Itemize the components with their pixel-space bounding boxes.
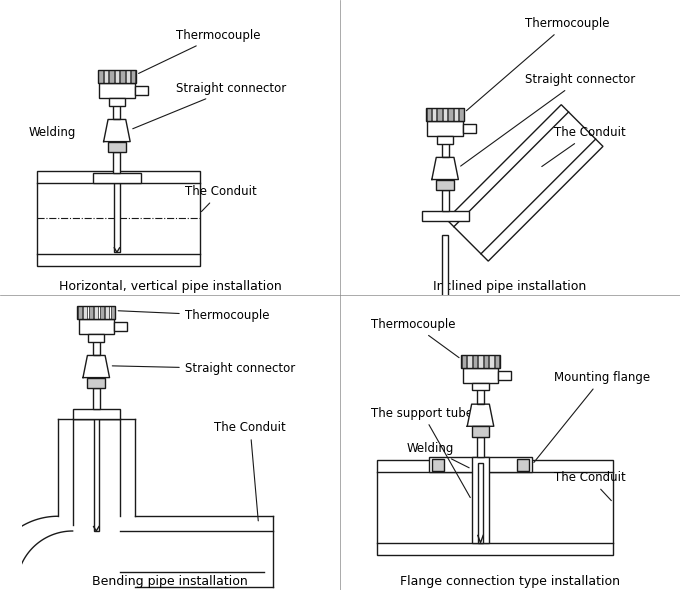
Text: The support tube: The support tube — [371, 407, 473, 497]
Text: Mounting flange: Mounting flange — [534, 371, 650, 463]
Bar — [114, 322, 127, 332]
Bar — [120, 70, 124, 84]
Bar — [77, 306, 116, 320]
Bar — [443, 108, 447, 122]
Bar — [114, 152, 120, 172]
Text: The Conduit: The Conduit — [185, 185, 256, 212]
Bar — [473, 355, 477, 368]
Text: Thermocouple: Thermocouple — [371, 318, 459, 358]
Bar — [98, 70, 136, 84]
Bar — [437, 179, 454, 190]
Bar — [422, 211, 469, 221]
Bar — [90, 334, 103, 341]
Bar — [111, 306, 115, 320]
Text: Thermocouple: Thermocouple — [139, 29, 260, 73]
Bar — [135, 87, 148, 96]
Bar — [467, 355, 472, 368]
Text: Bending pipe installation: Bending pipe installation — [92, 575, 248, 588]
Bar — [473, 383, 489, 391]
Bar — [94, 419, 99, 531]
Bar — [109, 70, 114, 84]
Bar — [477, 389, 484, 404]
Bar — [105, 306, 109, 320]
Bar — [110, 99, 123, 105]
Bar — [83, 306, 88, 320]
Bar — [472, 426, 490, 437]
Bar — [109, 99, 125, 106]
Polygon shape — [83, 355, 109, 378]
Bar — [78, 306, 82, 320]
Text: Welding: Welding — [407, 442, 469, 468]
Bar — [79, 320, 114, 334]
Bar — [377, 460, 613, 555]
Bar — [115, 70, 119, 84]
Bar — [454, 108, 458, 122]
Text: Thermocouple: Thermocouple — [118, 309, 269, 322]
Polygon shape — [467, 404, 494, 426]
Bar — [426, 108, 431, 122]
Bar — [37, 171, 199, 266]
Bar — [474, 383, 487, 389]
Bar — [126, 70, 130, 84]
Bar — [429, 457, 532, 472]
Text: Horizontal, vertical pipe installation: Horizontal, vertical pipe installation — [58, 280, 282, 293]
Text: Welding: Welding — [29, 126, 75, 139]
Bar — [460, 108, 464, 122]
Bar — [495, 355, 499, 368]
Bar — [441, 143, 449, 158]
Bar — [478, 463, 483, 543]
Bar — [88, 306, 93, 320]
Bar — [114, 105, 120, 119]
Bar — [99, 70, 103, 84]
Bar — [490, 355, 494, 368]
Bar — [472, 457, 490, 543]
Text: Straight connector: Straight connector — [460, 73, 635, 166]
Bar — [94, 306, 99, 320]
Bar — [428, 122, 463, 136]
Bar — [463, 124, 476, 133]
Bar — [104, 70, 108, 84]
Bar — [99, 84, 135, 99]
Bar — [99, 306, 104, 320]
Text: The Conduit: The Conduit — [542, 126, 626, 166]
Text: Straight connector: Straight connector — [133, 82, 286, 129]
Text: The Conduit: The Conduit — [214, 421, 286, 521]
Polygon shape — [103, 119, 130, 142]
Bar — [461, 355, 500, 368]
Bar — [88, 334, 104, 342]
Bar — [517, 459, 529, 471]
Bar — [131, 70, 135, 84]
Polygon shape — [447, 104, 603, 261]
Bar — [477, 437, 484, 457]
Text: Inclined pipe installation: Inclined pipe installation — [433, 280, 587, 293]
Bar — [463, 368, 498, 383]
Bar — [498, 371, 511, 380]
Bar — [432, 108, 437, 122]
Bar — [437, 136, 453, 143]
Bar — [448, 108, 453, 122]
Bar — [114, 183, 120, 253]
Text: The Conduit: The Conduit — [554, 471, 626, 501]
Bar — [441, 190, 449, 211]
Text: Straight connector: Straight connector — [112, 362, 295, 375]
Bar — [426, 108, 464, 122]
Bar — [437, 108, 442, 122]
Bar — [478, 355, 483, 368]
Bar — [484, 355, 488, 368]
Bar — [443, 235, 447, 301]
Polygon shape — [432, 158, 458, 179]
Bar — [92, 388, 100, 409]
Bar — [88, 378, 105, 388]
Bar — [92, 341, 100, 355]
Bar — [108, 142, 126, 152]
Bar — [93, 172, 141, 183]
Bar — [462, 355, 466, 368]
Bar — [432, 459, 443, 471]
Bar — [73, 409, 120, 419]
Text: Flange connection type installation: Flange connection type installation — [400, 575, 620, 588]
Bar — [439, 136, 452, 143]
Text: Thermocouple: Thermocouple — [466, 17, 609, 111]
